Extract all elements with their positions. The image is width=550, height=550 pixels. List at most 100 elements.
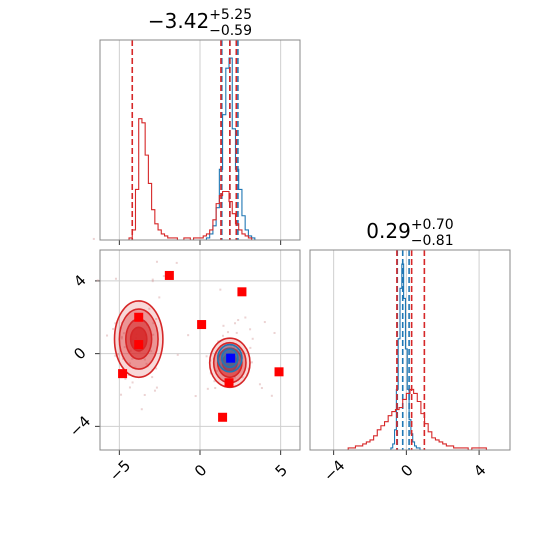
x-tick-label-1: 0 <box>397 461 416 480</box>
x-tick-label-0: −5 <box>106 457 134 485</box>
x-tick-label-0: −4 <box>320 457 348 485</box>
sample-point <box>235 331 238 334</box>
sample-point <box>114 354 117 357</box>
sample-point <box>155 367 158 370</box>
sample-point <box>213 380 216 383</box>
y-tick-label-1: 0 <box>70 344 89 363</box>
sample-point <box>96 279 99 282</box>
marginal-y-title-value: 0.29 <box>366 219 411 243</box>
red-marker-6 <box>274 367 284 377</box>
sample-point <box>234 322 237 325</box>
sample-point <box>258 383 261 386</box>
sample-point <box>236 348 239 351</box>
sample-point <box>152 322 155 325</box>
sample-point <box>114 322 117 325</box>
sample-point <box>128 386 131 389</box>
sample-point <box>152 333 155 336</box>
y-tick-label-2: 4 <box>70 271 89 290</box>
sample-point <box>131 381 134 384</box>
sample-point <box>124 377 127 380</box>
marginal-y-title-minus: −0.81 <box>411 233 454 249</box>
red-marker-3 <box>197 320 207 330</box>
marginal-y-title: 0.29+0.70 −0.81 <box>366 217 453 249</box>
sample-point <box>112 327 115 330</box>
sample-point <box>221 334 224 337</box>
background-samples <box>92 237 276 411</box>
red-marker-5 <box>118 369 128 379</box>
sample-point <box>162 275 165 278</box>
x-tick-label-1: 0 <box>191 461 210 480</box>
sample-point <box>123 346 126 349</box>
red-marker-0 <box>164 270 174 280</box>
sample-point <box>260 387 263 390</box>
sample-point <box>151 376 154 379</box>
sample-point <box>222 324 225 327</box>
sample-point <box>131 357 134 360</box>
panel-frame <box>99 39 301 241</box>
red-marker-2 <box>134 312 144 322</box>
sample-point <box>249 346 252 349</box>
sample-point <box>241 376 244 379</box>
x-tick-label-2: 4 <box>470 461 489 480</box>
sample-point <box>145 362 148 365</box>
histogram-series-0 <box>390 263 421 450</box>
sample-point <box>270 394 273 397</box>
sample-point <box>151 280 154 283</box>
sample-point <box>273 331 276 334</box>
marginal-histogram-y-panel: −4 0 4 0.29+0.70 −0.81 <box>309 217 511 485</box>
sample-point <box>148 307 151 310</box>
sample-point <box>155 386 158 389</box>
sample-point <box>241 351 244 354</box>
sample-point <box>120 393 123 396</box>
marginal-y-title-plus: +0.70 <box>411 217 454 233</box>
red-marker-1 <box>237 287 247 297</box>
histogram-series-1 <box>128 118 253 241</box>
sample-point <box>129 362 132 365</box>
sample-point <box>263 321 266 324</box>
sample-point <box>205 355 208 358</box>
joint-scatter-panel: −5 0 5 −4 0 4 <box>66 237 301 485</box>
sample-point <box>155 318 158 321</box>
sample-point <box>214 387 217 390</box>
histogram-series-0 <box>205 57 256 240</box>
red-marker-4 <box>134 340 144 350</box>
sample-point <box>250 361 253 364</box>
panel-frame <box>99 249 301 451</box>
sample-point <box>120 335 123 338</box>
contour-group-0 <box>113 300 164 379</box>
sample-point <box>121 357 124 360</box>
sample-point <box>233 376 236 379</box>
sample-point <box>143 393 146 396</box>
sample-point <box>175 261 178 264</box>
histogram-series-1 <box>347 388 487 451</box>
sample-point <box>251 337 254 340</box>
sample-point <box>158 296 161 299</box>
sample-point <box>140 408 143 411</box>
sample-point <box>143 358 146 361</box>
sample-point <box>114 277 117 280</box>
sample-point <box>153 389 156 392</box>
y-tick-label-0: −4 <box>66 412 94 440</box>
marginal-x-title: −3.42+5.25 −0.59 <box>148 7 252 39</box>
sample-point <box>249 328 252 331</box>
sample-point <box>92 237 95 240</box>
sample-point <box>120 337 123 340</box>
sample-point <box>215 369 218 372</box>
sample-point <box>106 334 109 337</box>
red-marker-7 <box>224 378 234 388</box>
sample-point <box>122 332 125 335</box>
sample-point <box>233 345 236 348</box>
sample-point <box>217 340 220 343</box>
marginal-x-title-value: −3.42 <box>148 9 209 33</box>
sample-point <box>239 348 242 351</box>
sample-point <box>237 319 240 322</box>
sample-point <box>155 260 158 263</box>
panel-frame <box>309 249 511 451</box>
sample-point <box>150 350 153 353</box>
sample-point <box>244 316 247 319</box>
sample-point <box>219 288 222 291</box>
sample-point <box>226 331 229 334</box>
marginal-histogram-x-panel: −3.42+5.25 −0.59 <box>99 7 301 245</box>
sample-point <box>151 278 154 281</box>
